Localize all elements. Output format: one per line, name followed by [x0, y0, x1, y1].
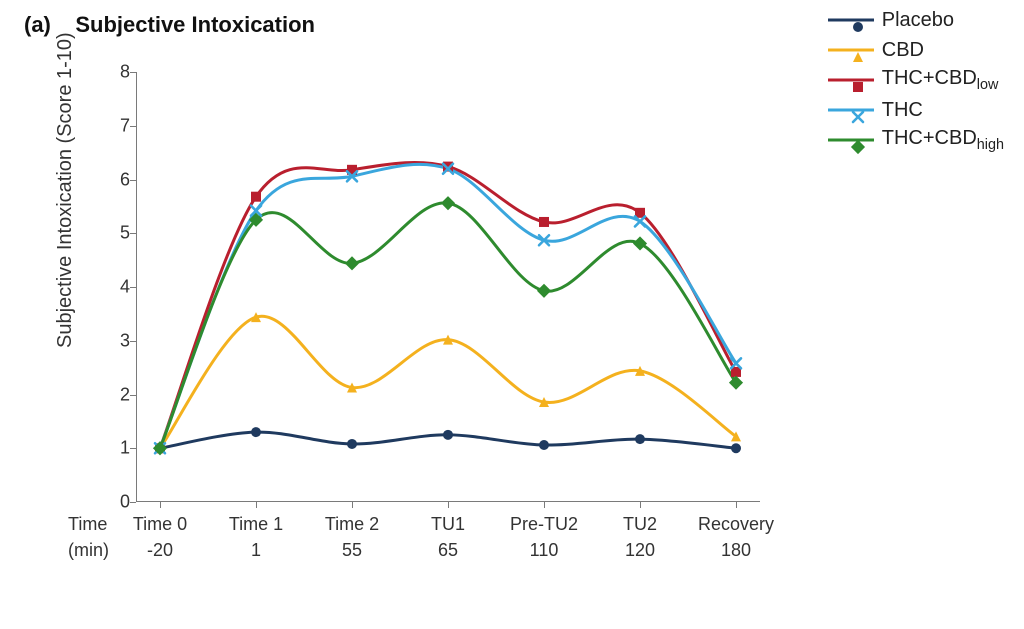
chart-svg	[136, 72, 760, 502]
legend-label: THC+CBDlow	[882, 67, 999, 93]
figure-stage: (a) Subjective Intoxication Placebo CBD TH…	[0, 0, 1024, 629]
x-tick-label-bottom: 120	[625, 540, 655, 561]
x-tick	[736, 502, 737, 508]
legend-item-thc_cbd_low: THC+CBDlow	[828, 66, 1004, 94]
legend-item-placebo: Placebo	[828, 6, 1004, 34]
panel-title: Subjective Intoxication	[75, 12, 315, 37]
legend-item-cbd: CBD	[828, 36, 1004, 64]
y-tick	[130, 233, 136, 234]
legend-swatch	[828, 130, 874, 150]
legend-label: THC+CBDhigh	[882, 127, 1004, 153]
series-thc_cbd_high	[160, 203, 736, 448]
x-tick-label-top: TU2	[623, 514, 657, 535]
marker-thc_cbd_low	[251, 192, 261, 202]
marker-thc_cbd_high	[633, 236, 647, 250]
x-tick-label-bottom: 180	[721, 540, 751, 561]
y-tick-label: 8	[120, 62, 130, 83]
marker-placebo	[443, 430, 453, 440]
x-tick-label-top: Time 2	[325, 514, 379, 535]
y-tick-label: 6	[120, 169, 130, 190]
panel-tag: (a)	[24, 12, 51, 37]
chart-wrap: Subjective Intoxication (Score 1-10) 012…	[50, 48, 770, 588]
y-tick-label: 1	[120, 438, 130, 459]
marker-placebo	[539, 440, 549, 450]
x-tick-label-bottom: 65	[438, 540, 458, 561]
y-tick	[130, 126, 136, 127]
y-tick-label: 5	[120, 223, 130, 244]
marker-placebo	[347, 439, 357, 449]
x-tick	[544, 502, 545, 508]
x-tick-label-bottom: -20	[147, 540, 173, 561]
legend: Placebo CBD THC+CBDlow THC THC+CBDhigh	[828, 6, 1004, 156]
y-tick-label: 2	[120, 384, 130, 405]
y-tick-label: 3	[120, 330, 130, 351]
x-tick-label-top: Time 1	[229, 514, 283, 535]
y-tick	[130, 395, 136, 396]
marker-thc_cbd_high	[441, 196, 455, 210]
x-tick-label-bottom: 1	[251, 540, 261, 561]
marker-placebo	[251, 427, 261, 437]
marker-placebo	[731, 443, 741, 453]
x-tick-label-top: Time 0	[133, 514, 187, 535]
legend-label: Placebo	[882, 9, 954, 32]
marker-placebo	[635, 434, 645, 444]
y-tick	[130, 287, 136, 288]
x-tick-label-top: Recovery	[698, 514, 774, 535]
legend-item-thc: THC	[828, 96, 1004, 124]
y-tick	[130, 448, 136, 449]
x-tick	[448, 502, 449, 508]
legend-swatch	[828, 70, 874, 90]
y-tick	[130, 180, 136, 181]
legend-swatch	[828, 10, 874, 30]
x-tick-label-top: TU1	[431, 514, 465, 535]
x-tick-label-bottom: 55	[342, 540, 362, 561]
marker-thc_cbd_high	[537, 284, 551, 298]
y-tick-label: 0	[120, 492, 130, 513]
y-tick	[130, 502, 136, 503]
marker-thc_cbd_low	[539, 217, 549, 227]
x-lead-top: Time	[68, 514, 107, 535]
x-tick	[160, 502, 161, 508]
y-tick-label: 7	[120, 115, 130, 136]
y-tick-label: 4	[120, 277, 130, 298]
marker-thc_cbd_high	[345, 256, 359, 270]
legend-item-thc_cbd_high: THC+CBDhigh	[828, 126, 1004, 154]
y-tick	[130, 72, 136, 73]
y-axis-label: Subjective Intoxication (Score 1-10)	[54, 32, 77, 348]
plot-area: 012345678	[136, 72, 760, 502]
x-tick	[352, 502, 353, 508]
legend-label: CBD	[882, 39, 924, 62]
x-tick-label-bottom: 110	[530, 540, 559, 561]
x-lead-bottom: (min)	[68, 540, 109, 561]
legend-swatch	[828, 40, 874, 60]
y-tick	[130, 341, 136, 342]
marker-thc	[635, 216, 645, 226]
legend-swatch	[828, 100, 874, 120]
legend-label: THC	[882, 99, 923, 122]
x-tick-label-top: Pre-TU2	[510, 514, 578, 535]
x-tick	[640, 502, 641, 508]
x-tick	[256, 502, 257, 508]
marker-thc_cbd_high	[729, 376, 743, 390]
